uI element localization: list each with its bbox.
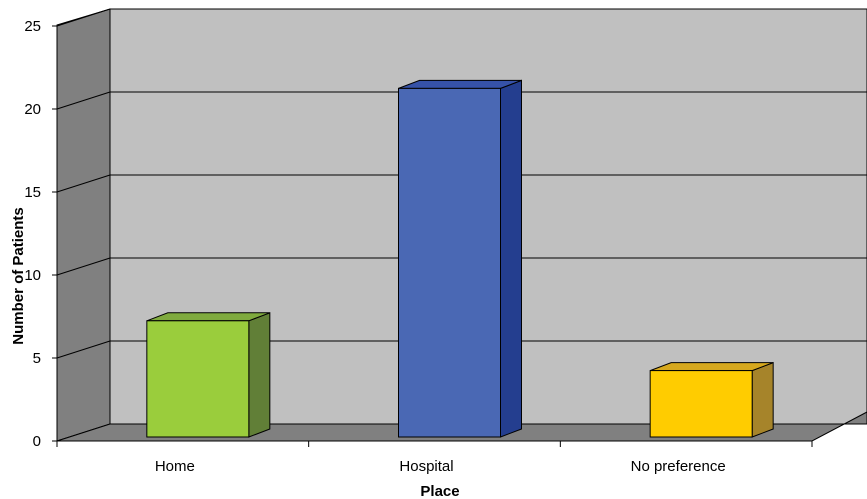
bar-top — [649, 362, 774, 372]
axes — [52, 25, 813, 447]
y-tick-label: 10 — [24, 267, 41, 284]
bar-top — [398, 79, 522, 89]
bar-top — [146, 312, 271, 322]
bar-2 — [398, 79, 522, 438]
bar-side — [248, 312, 271, 438]
side-wall — [56, 8, 111, 442]
x-tick-label: Home — [155, 458, 195, 475]
gridline-side — [56, 174, 111, 193]
y-tick-label: 5 — [33, 350, 41, 367]
bar-3 — [649, 361, 774, 438]
bar-front — [146, 320, 250, 438]
bar-front — [649, 370, 753, 438]
bar-1 — [146, 312, 271, 438]
bars-group — [146, 79, 774, 438]
y-tick-label: 20 — [24, 101, 41, 118]
gridline-side — [56, 257, 111, 276]
bar-side — [751, 361, 774, 438]
y-axis-title: Number of Patients — [10, 207, 27, 345]
x-axis-title: Place — [420, 483, 459, 499]
y-tick-label: 25 — [24, 18, 41, 35]
x-tick-label: No preference — [631, 458, 726, 475]
bar-front — [398, 87, 501, 438]
gridline-side — [56, 91, 111, 110]
y-tick-labels: 0 5 10 15 20 25 — [24, 18, 41, 450]
y-tick-label: 0 — [33, 433, 41, 450]
gridline-side — [56, 340, 111, 359]
gridline-side — [56, 8, 111, 27]
x-tick-label: Hospital — [399, 458, 453, 475]
x-tick-labels: Home Hospital No preference — [155, 458, 726, 475]
y-tick-label: 15 — [24, 184, 41, 201]
bar-side — [500, 79, 522, 438]
